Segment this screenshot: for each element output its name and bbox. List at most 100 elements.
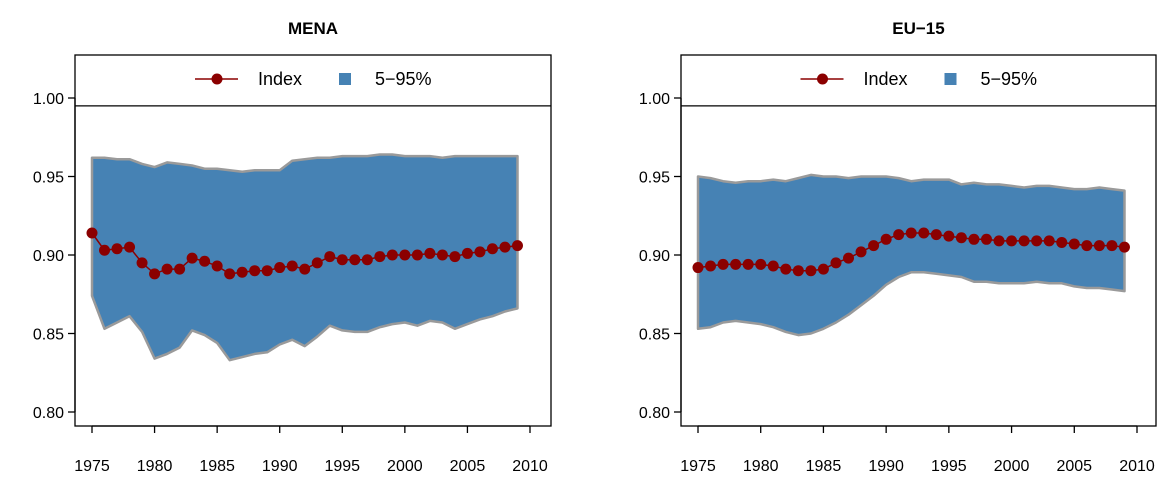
confidence-band xyxy=(90,153,519,362)
index-point xyxy=(286,260,298,272)
index-point xyxy=(461,247,473,259)
x-tick-label: 1980 xyxy=(743,458,779,475)
y-tick-label: 0.85 xyxy=(33,327,64,344)
index-point xyxy=(361,254,373,266)
index-point xyxy=(730,258,742,270)
index-point xyxy=(1056,236,1068,248)
legend-point-swatch xyxy=(817,73,828,85)
y-tick-label: 0.80 xyxy=(639,405,670,422)
x-tick-label: 1980 xyxy=(137,458,173,475)
index-point xyxy=(893,229,905,241)
index-point xyxy=(236,266,248,278)
index-point xyxy=(424,247,436,259)
legend-band-swatch xyxy=(339,73,351,85)
legend-label-index: Index xyxy=(864,69,908,89)
index-point xyxy=(1043,235,1055,247)
index-point xyxy=(1068,238,1080,250)
index-point xyxy=(449,251,461,263)
y-tick-label: 0.80 xyxy=(33,405,64,422)
index-point xyxy=(274,262,286,274)
index-point xyxy=(399,249,411,261)
index-point xyxy=(792,265,804,277)
index-point xyxy=(136,257,148,269)
index-point xyxy=(805,265,817,277)
index-point xyxy=(386,249,398,261)
legend-point-swatch xyxy=(211,73,223,85)
index-point xyxy=(99,244,111,256)
index-point xyxy=(705,260,717,272)
x-tick-label: 1985 xyxy=(806,458,842,475)
x-tick-label: 1975 xyxy=(74,458,110,475)
index-point xyxy=(1106,240,1118,252)
x-tick-label: 2010 xyxy=(1119,458,1155,475)
y-tick-label: 0.95 xyxy=(33,170,64,187)
index-point xyxy=(186,252,198,264)
index-point xyxy=(1081,240,1093,252)
legend-band-swatch xyxy=(944,73,957,85)
index-point xyxy=(980,233,992,245)
index-point xyxy=(843,252,855,264)
index-point xyxy=(511,240,523,252)
index-point xyxy=(742,258,754,270)
index-point xyxy=(868,240,880,252)
confidence-band xyxy=(696,173,1126,337)
chart-title: MENA xyxy=(288,19,338,38)
legend-label-band: 5−95% xyxy=(375,69,432,89)
index-point xyxy=(374,251,386,263)
index-point xyxy=(1093,240,1105,252)
index-point xyxy=(349,254,361,266)
index-point xyxy=(149,268,161,280)
index-point xyxy=(161,263,173,275)
index-point xyxy=(993,235,1005,247)
x-tick-label: 2000 xyxy=(387,458,423,475)
index-point xyxy=(780,263,792,275)
index-point xyxy=(486,243,498,255)
index-point xyxy=(855,246,867,258)
x-tick-label: 1975 xyxy=(680,458,716,475)
index-point xyxy=(968,233,980,245)
index-point xyxy=(905,227,917,239)
y-tick-label: 0.90 xyxy=(639,248,670,265)
index-point xyxy=(86,227,98,239)
index-point xyxy=(174,263,186,275)
legend-label-band: 5−95% xyxy=(981,69,1038,89)
y-tick-label: 0.90 xyxy=(33,248,64,265)
x-tick-label: 1990 xyxy=(262,458,298,475)
index-point xyxy=(411,249,423,261)
index-point xyxy=(474,246,486,258)
index-point xyxy=(336,254,348,266)
index-point xyxy=(767,260,779,272)
index-point xyxy=(261,265,273,277)
x-tick-label: 2005 xyxy=(1056,458,1092,475)
index-point xyxy=(199,255,211,267)
y-tick-label: 0.95 xyxy=(639,170,670,187)
index-point xyxy=(918,227,930,239)
index-point xyxy=(755,258,767,270)
index-point xyxy=(224,268,236,280)
x-tick-label: 1995 xyxy=(931,458,967,475)
index-point xyxy=(1031,235,1043,247)
index-point xyxy=(1018,235,1030,247)
index-point xyxy=(499,241,511,253)
x-tick-label: 2005 xyxy=(450,458,486,475)
chart-panel-2: EU−15 0.80 0.85 0.90 0.95 1.00 1975 1980 1985 199… xyxy=(639,19,1157,475)
y-tick-label: 1.00 xyxy=(639,91,670,108)
index-point xyxy=(249,265,261,277)
index-point xyxy=(436,249,448,261)
index-point xyxy=(692,262,704,274)
legend-label-index: Index xyxy=(258,69,302,89)
x-tick-label: 1990 xyxy=(868,458,904,475)
chart-panel-1: MENA 0.80 0.85 0.90 0.95 1.00 1975 1980 1985 1990… xyxy=(33,19,552,475)
index-point xyxy=(717,258,729,270)
x-tick-label: 1985 xyxy=(199,458,235,475)
index-point xyxy=(299,263,311,275)
y-tick-label: 1.00 xyxy=(33,91,64,108)
index-point xyxy=(211,260,223,272)
x-tick-label: 2010 xyxy=(512,458,548,475)
index-point xyxy=(1118,241,1130,253)
index-point xyxy=(324,251,336,263)
index-point xyxy=(930,229,942,241)
x-tick-label: 2000 xyxy=(994,458,1030,475)
